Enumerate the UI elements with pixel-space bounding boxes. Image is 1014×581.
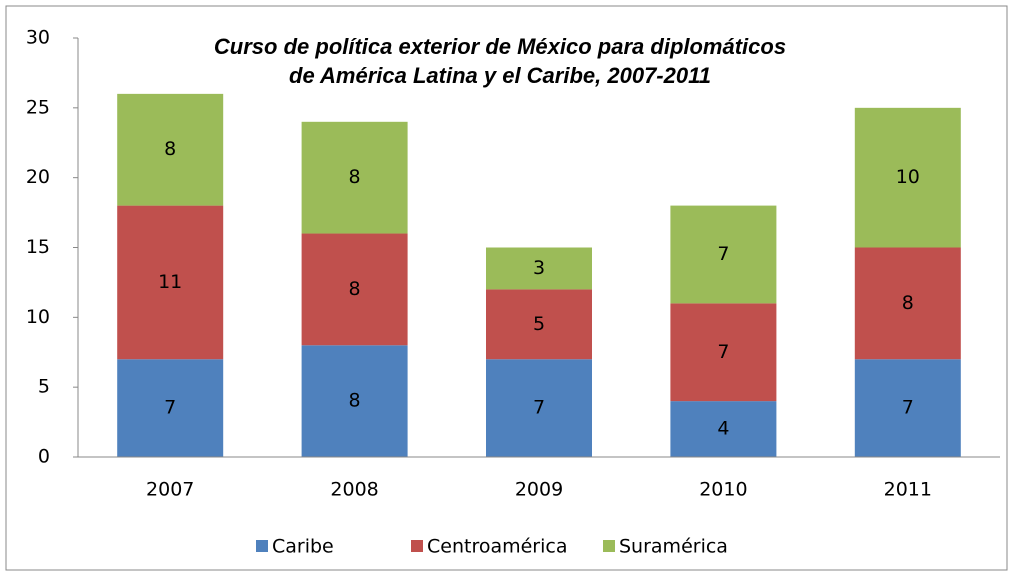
data-label: 7	[164, 397, 176, 419]
data-label: 8	[902, 292, 914, 314]
bar-segment	[854, 359, 961, 457]
data-label: 7	[533, 397, 545, 419]
bar-segment	[117, 93, 224, 206]
data-label: 3	[533, 257, 545, 279]
bar-segment	[301, 345, 408, 457]
x-tick-label: 2007	[146, 479, 194, 501]
data-label: 8	[349, 278, 361, 300]
x-tick-label: 2009	[515, 479, 563, 501]
legend-label: Suramérica	[619, 536, 728, 558]
data-label: 8	[349, 166, 361, 188]
legend-label: Caribe	[272, 536, 334, 558]
bar-segment	[486, 289, 592, 360]
legend-swatch	[256, 540, 268, 552]
chart-title: Curso de política exterior de México par…	[214, 34, 786, 59]
data-label: 8	[164, 138, 176, 160]
bar-segment	[117, 359, 224, 457]
data-label: 4	[717, 418, 729, 440]
y-tick-label: 20	[26, 166, 50, 188]
x-tick-label: 2010	[699, 479, 747, 501]
y-tick-label: 25	[26, 96, 50, 118]
bar-segment	[486, 359, 592, 457]
data-label: 7	[902, 397, 914, 419]
data-label: 10	[896, 166, 920, 188]
bar-segment	[486, 247, 592, 290]
y-tick-label: 5	[38, 376, 50, 398]
y-tick-label: 0	[38, 446, 50, 468]
data-label: 7	[717, 243, 729, 265]
data-label: 5	[533, 313, 545, 335]
data-label: 8	[349, 390, 361, 412]
data-label: 11	[158, 271, 182, 293]
bar-segment	[670, 401, 777, 457]
legend-swatch	[411, 540, 423, 552]
legend-label: Centroamérica	[427, 536, 568, 558]
bar-segment	[117, 205, 224, 360]
bar-segment	[670, 303, 777, 402]
data-label: 7	[717, 341, 729, 363]
bar-segment	[670, 205, 777, 304]
bar-segment	[854, 247, 961, 360]
bar-segment	[301, 233, 408, 346]
x-tick-label: 2008	[330, 479, 378, 501]
y-tick-label: 30	[26, 27, 50, 49]
bar-segment	[854, 107, 961, 248]
y-tick-label: 10	[26, 306, 50, 328]
y-tick-label: 15	[26, 236, 50, 258]
x-tick-label: 2011	[884, 479, 932, 501]
legend-swatch	[603, 540, 615, 552]
chart-title: de América Latina y el Caribe, 2007-2011	[289, 63, 711, 88]
bar-segment	[301, 121, 408, 234]
